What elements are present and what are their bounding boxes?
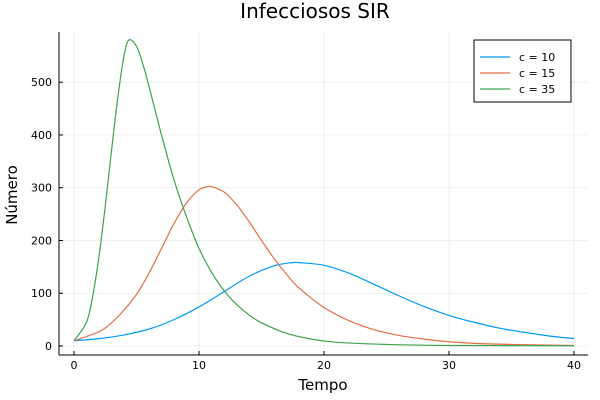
y-tick-label: 200 <box>31 234 52 247</box>
x-tick-label: 20 <box>317 359 331 372</box>
grid <box>59 32 588 355</box>
y-axis-label: Número <box>3 165 21 225</box>
legend: c = 10 c = 15 c = 35 <box>473 39 572 103</box>
y-tick-label: 500 <box>31 76 52 89</box>
y-tick-label: 400 <box>31 129 52 142</box>
chart-title: Infecciosos SIR <box>240 0 390 23</box>
series-line-c-15 <box>73 185 575 347</box>
x-tick-label: 30 <box>442 359 456 372</box>
series-line-c-35 <box>73 39 575 347</box>
y-tick-label: 0 <box>45 340 52 353</box>
x-tick-label: 40 <box>567 359 581 372</box>
y-tick-label: 300 <box>31 182 52 195</box>
x-tick-label: 0 <box>71 359 78 372</box>
legend-label-c-15: c = 15 <box>519 67 555 80</box>
x-axis-label: Tempo <box>297 376 347 394</box>
y-tick-label: 100 <box>31 287 52 300</box>
series-line-c-10 <box>73 261 575 342</box>
x-tick-label: 10 <box>192 359 206 372</box>
legend-box <box>473 39 572 103</box>
series-group <box>73 39 575 347</box>
legend-label-c-35: c = 35 <box>519 83 555 96</box>
legend-label-c-10: c = 10 <box>519 51 555 64</box>
